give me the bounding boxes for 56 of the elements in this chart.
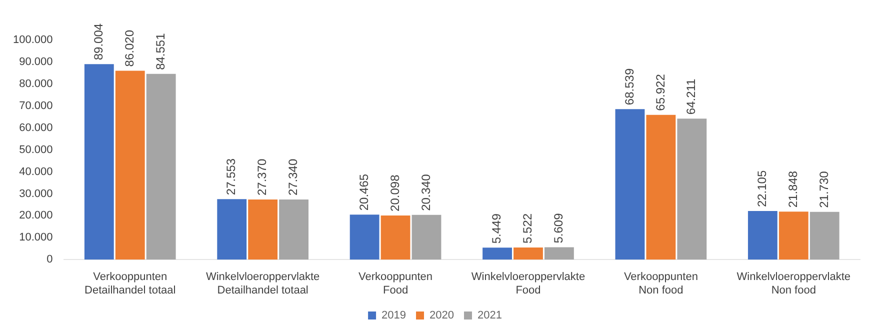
x-tick-label: Verkooppunten Food <box>358 271 433 296</box>
y-tick-label: 80.000 <box>19 78 53 90</box>
bar <box>248 199 278 260</box>
x-tick-label: Verkooppunten Non food <box>624 271 698 296</box>
legend-label: 2021 <box>477 310 502 322</box>
bar <box>646 114 676 260</box>
data-label: 22.105 <box>754 170 769 208</box>
data-label: 20.465 <box>356 174 371 211</box>
y-tick-label: 0 <box>46 254 53 266</box>
data-label: 5.522 <box>520 213 535 244</box>
data-label: 5.449 <box>490 213 504 244</box>
y-tick-label: 50.000 <box>19 144 53 156</box>
bar <box>615 109 645 260</box>
y-tick-label: 60.000 <box>19 122 53 134</box>
x-tick-label: Winkelvloeroppervlakte Food <box>471 271 586 296</box>
x-tick-label: Winkelvloeroppervlakte Non food <box>736 271 851 296</box>
data-label: 27.553 <box>224 158 238 196</box>
y-tick-label: 20.000 <box>19 210 53 222</box>
bar <box>115 70 145 260</box>
data-label: 27.370 <box>255 158 270 196</box>
bar <box>544 247 574 260</box>
y-tick-label: 90.000 <box>19 56 53 68</box>
y-tick-label: 70.000 <box>19 100 53 112</box>
data-label: 89.004 <box>91 23 106 60</box>
data-label: 65.922 <box>653 74 668 111</box>
bar <box>146 74 176 260</box>
y-tick-label: 10.000 <box>19 232 53 244</box>
bar <box>778 212 808 260</box>
legend-label: 2020 <box>430 310 454 322</box>
data-label: 5.609 <box>552 212 566 244</box>
data-label: 21.730 <box>816 170 831 208</box>
bar <box>279 200 308 260</box>
bar <box>810 212 840 260</box>
y-tick-label: 100.000 <box>12 34 53 46</box>
legend-label: 2019 <box>382 310 406 322</box>
x-tick-label: Winkelvloeroppervlakte Detailhandel totaal <box>206 271 320 296</box>
data-label: 27.340 <box>286 158 300 196</box>
data-label: 84.551 <box>153 32 168 70</box>
data-label: 68.539 <box>622 68 636 106</box>
x-tick-label: Verkooppunten Detailhandel totaal <box>84 271 176 296</box>
bar <box>380 215 410 260</box>
bar <box>482 248 512 260</box>
data-label: 86.020 <box>122 30 136 67</box>
bar <box>350 214 380 260</box>
bar <box>84 64 114 260</box>
bar <box>217 199 247 260</box>
bar <box>748 211 778 260</box>
data-label: 21.848 <box>786 170 800 208</box>
bar <box>677 118 707 260</box>
bar <box>514 247 543 260</box>
data-label: 64.211 <box>684 78 698 115</box>
bar <box>412 214 442 260</box>
y-tick-label: 30.000 <box>19 188 53 200</box>
data-label: 20.340 <box>418 174 433 211</box>
data-label: 20.098 <box>388 174 402 212</box>
y-tick-label: 40.000 <box>19 166 53 178</box>
